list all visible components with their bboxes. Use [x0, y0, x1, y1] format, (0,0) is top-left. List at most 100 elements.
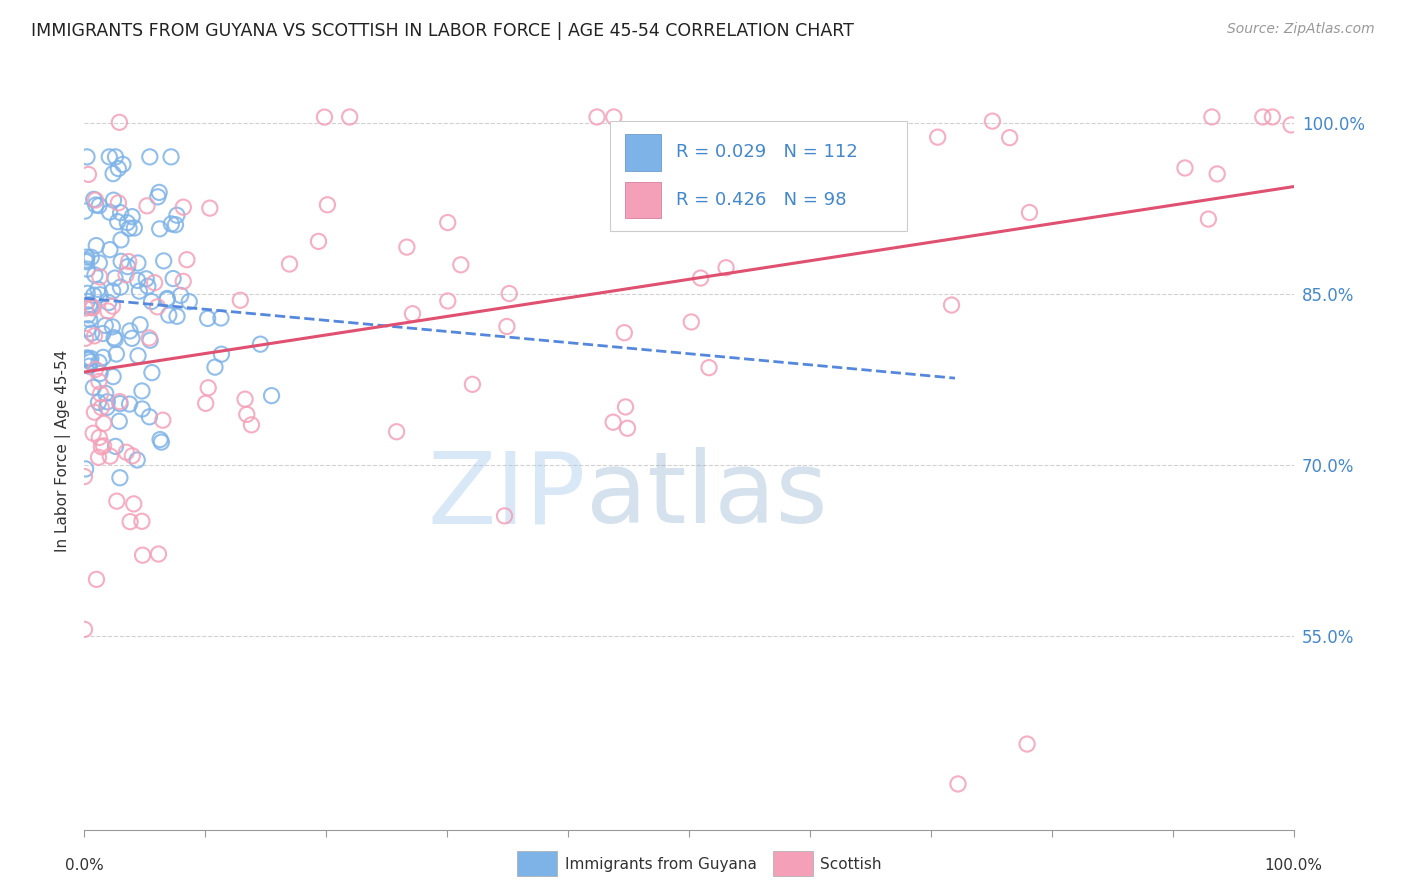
Point	[98, 243, 121, 257]
Text: IMMIGRANTS FROM GUYANA VS SCOTTISH IN LABOR FORCE | AGE 45-54 CORRELATION CHART: IMMIGRANTS FROM GUYANA VS SCOTTISH IN LA…	[31, 22, 853, 40]
Point	[120, 515, 142, 529]
Point	[197, 311, 219, 326]
Point	[131, 401, 153, 416]
Point	[166, 310, 188, 324]
Point	[156, 293, 179, 307]
Point	[118, 324, 141, 338]
Point	[176, 252, 198, 267]
Point	[117, 260, 139, 274]
Text: atlas: atlas	[586, 448, 828, 544]
Point	[75, 462, 97, 476]
Point	[79, 300, 101, 314]
Point	[104, 271, 127, 285]
Point	[450, 258, 472, 272]
Point	[93, 439, 115, 453]
Point	[82, 301, 104, 315]
Point	[108, 394, 131, 409]
Point	[681, 315, 703, 329]
Point	[998, 130, 1021, 145]
Point	[87, 375, 110, 389]
Point	[1261, 110, 1284, 124]
Point	[401, 307, 423, 321]
Point	[101, 369, 124, 384]
Point	[115, 445, 138, 459]
Point	[96, 401, 118, 415]
Point	[75, 331, 97, 345]
Point	[436, 293, 458, 308]
Point	[80, 300, 103, 314]
Point	[73, 623, 96, 637]
Point	[98, 205, 121, 219]
Point	[385, 425, 408, 439]
Point	[79, 298, 101, 312]
Point	[94, 318, 117, 333]
Point	[141, 294, 163, 309]
Text: Source: ZipAtlas.com: Source: ZipAtlas.com	[1227, 22, 1375, 37]
Point	[89, 198, 111, 212]
Point	[86, 573, 108, 587]
Point	[793, 172, 815, 186]
Point	[172, 274, 194, 288]
Point	[165, 218, 187, 232]
Point	[308, 235, 330, 249]
Point	[77, 359, 100, 374]
Point	[946, 777, 969, 791]
Point	[156, 292, 179, 306]
Point	[91, 326, 114, 341]
Point	[197, 381, 219, 395]
Point	[149, 433, 172, 447]
Point	[121, 449, 143, 463]
Point	[613, 326, 636, 340]
Point	[157, 308, 180, 322]
Point	[108, 115, 131, 129]
Point	[82, 426, 104, 441]
Point	[141, 366, 163, 380]
Point	[121, 331, 143, 345]
Point	[76, 262, 98, 277]
Point	[127, 453, 149, 467]
Point	[105, 347, 128, 361]
Bar	[624, 135, 661, 170]
Point	[139, 150, 162, 164]
Point	[316, 198, 339, 212]
Point	[79, 312, 101, 326]
Point	[98, 150, 121, 164]
Point	[89, 256, 111, 270]
Point	[84, 238, 107, 252]
Point	[79, 355, 101, 369]
Point	[129, 318, 152, 332]
Bar	[624, 182, 661, 219]
Point	[138, 331, 160, 345]
Point	[209, 347, 232, 361]
Point	[87, 395, 110, 409]
Point	[118, 397, 141, 411]
Point	[146, 190, 169, 204]
Point	[87, 355, 110, 369]
Point	[1206, 167, 1229, 181]
Point	[101, 284, 124, 298]
Point	[131, 514, 153, 528]
Point	[170, 288, 193, 302]
Point	[160, 150, 183, 164]
Point	[104, 439, 127, 453]
Point	[77, 168, 100, 182]
Point	[110, 254, 132, 268]
Point	[103, 193, 125, 207]
Point	[494, 508, 516, 523]
Point	[249, 337, 271, 351]
Point	[160, 217, 183, 231]
Point	[107, 214, 129, 228]
Point	[84, 193, 107, 207]
Point	[240, 417, 263, 432]
Point	[131, 384, 153, 398]
Point	[105, 494, 128, 508]
Point	[194, 396, 217, 410]
Point	[80, 351, 103, 366]
Point	[83, 288, 105, 302]
Text: Immigrants from Guyana: Immigrants from Guyana	[565, 857, 756, 871]
Point	[461, 377, 484, 392]
Point	[108, 471, 131, 485]
Point	[152, 253, 174, 268]
Point	[166, 208, 188, 222]
Point	[697, 360, 720, 375]
